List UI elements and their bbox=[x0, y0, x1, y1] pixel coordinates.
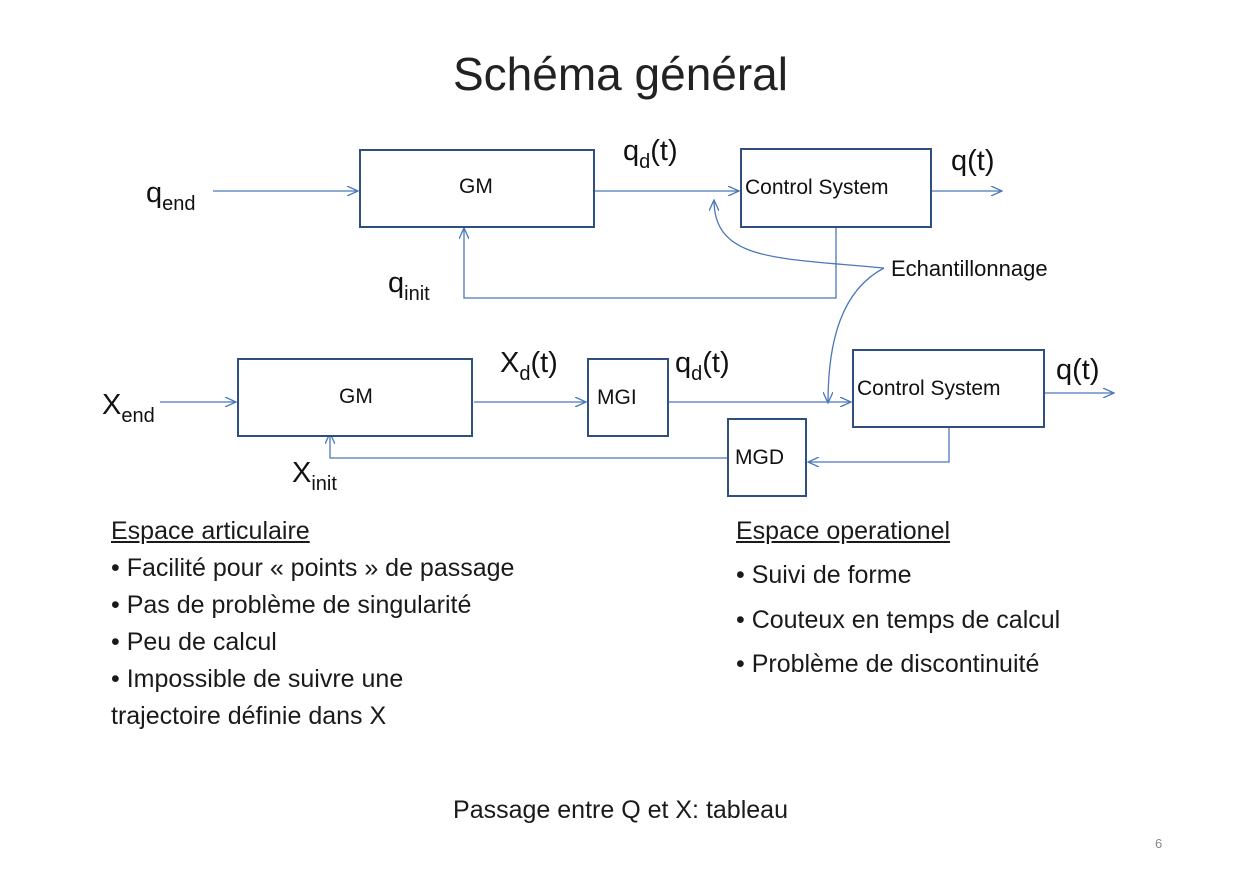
left-item: • Pas de problème de singularité bbox=[111, 591, 472, 619]
footer-caption: Passage entre Q et X: tableau bbox=[453, 796, 788, 824]
left-heading: Espace articulaire bbox=[111, 517, 310, 545]
left-item: • Impossible de suivre une bbox=[111, 665, 404, 693]
left-item: • Facilité pour « points » de passage bbox=[111, 554, 515, 582]
top-init-label: qinit bbox=[388, 267, 430, 305]
right-item: • Problème de discontinuité bbox=[736, 650, 1040, 678]
bottom-desired-q-label: qd(t) bbox=[675, 347, 730, 385]
top-gm-label: GM bbox=[459, 175, 493, 198]
bottom-input-label: Xend bbox=[102, 389, 155, 427]
feedback-top bbox=[464, 228, 837, 299]
feedback-mgd-to-gm bbox=[330, 433, 727, 459]
bottom-desired-x-label: Xd(t) bbox=[500, 347, 558, 385]
bottom-gm-label: GM bbox=[339, 385, 373, 408]
bottom-output-label: q(t) bbox=[1056, 354, 1100, 386]
sampling-curve-bottom bbox=[828, 267, 885, 403]
sampling-curve-top bbox=[714, 200, 885, 269]
page-title: Schéma général bbox=[453, 48, 788, 100]
top-desired-label: qd(t) bbox=[623, 135, 678, 173]
top-gm-block bbox=[359, 149, 595, 228]
bottom-gm-block bbox=[237, 358, 473, 437]
mgi-block bbox=[587, 358, 669, 437]
bottom-control-block bbox=[852, 349, 1045, 428]
right-item: • Couteux en temps de calcul bbox=[736, 606, 1061, 634]
right-heading: Espace operationel bbox=[736, 517, 951, 545]
page-number: 6 bbox=[1155, 836, 1163, 851]
mgd-block bbox=[727, 418, 807, 497]
bottom-control-label: Control System bbox=[857, 377, 1001, 400]
top-control-label: Control System bbox=[745, 176, 889, 199]
bottom-init-label: Xinit bbox=[292, 457, 337, 495]
mgi-label: MGI bbox=[597, 386, 637, 409]
mgd-label: MGD bbox=[735, 446, 784, 469]
top-input-label: qend bbox=[146, 177, 196, 215]
right-item: • Suivi de forme bbox=[736, 561, 912, 589]
top-control-block bbox=[740, 148, 932, 228]
feedback-control-to-mgd bbox=[808, 428, 950, 462]
left-item: • Peu de calcul bbox=[111, 628, 277, 656]
top-output-label: q(t) bbox=[951, 145, 995, 177]
sampling-label: Echantillonnage bbox=[891, 256, 1048, 281]
left-item: trajectoire définie dans X bbox=[111, 702, 387, 730]
